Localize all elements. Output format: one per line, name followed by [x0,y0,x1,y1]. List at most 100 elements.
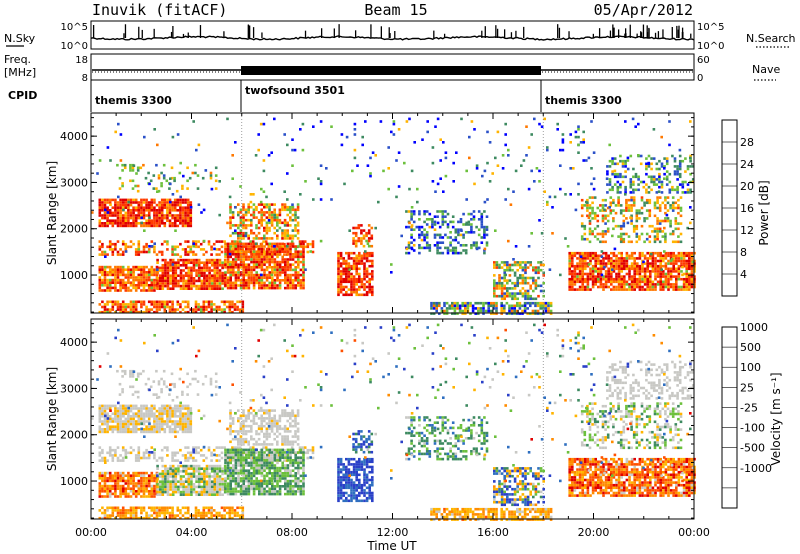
power-cell [265,286,269,290]
power-cell [184,279,188,283]
velocity-cell [137,484,141,488]
power-cell [162,174,166,177]
power-cell [232,263,235,266]
power-cell [659,251,662,255]
power-cell [132,242,135,246]
power-ylabel: Slant Range [km] [45,161,59,265]
power-cell [511,294,514,298]
power-cell [306,242,310,246]
power-cell [405,210,408,213]
power-cell [433,236,437,239]
power-cell [234,271,238,274]
power-cell [660,165,664,168]
power-cell [181,201,185,204]
power-cell [684,170,687,173]
power-cell [454,228,458,231]
power-cell [365,251,369,255]
power-cell [468,135,471,139]
power-cell [518,312,522,315]
power-cell [355,254,358,258]
power-cell [223,310,226,314]
power-cell [568,259,571,263]
power-cell [119,203,122,207]
velocity-cell [119,407,122,410]
power-cell [508,279,512,282]
power-cell [345,270,348,273]
power-cell [361,143,364,147]
power-cell [111,286,115,290]
power-cell [672,262,675,265]
power-cell [158,219,161,222]
power-cell [677,288,681,291]
power-cell [523,307,527,310]
power-cell [636,262,639,265]
power-cell [682,280,686,284]
power-cell [98,276,102,279]
power-cell [156,279,159,283]
velocity-cell [173,422,177,426]
power-cell [169,266,172,270]
power-cell [171,263,175,266]
power-cell [161,266,165,270]
power-cell [189,201,193,204]
power-cell [104,265,107,269]
velocity-cell [108,428,112,431]
power-cell [250,258,253,261]
power-cell [594,262,597,265]
velocity-cell [156,490,159,494]
velocity-cell [140,487,143,490]
power-cell [145,265,148,269]
power-cell [189,206,193,209]
power-cell [648,224,652,228]
power-cell [147,219,151,222]
velocity-cell [127,430,130,434]
power-cell [257,133,260,136]
velocity-cell [134,490,138,493]
power-cell [216,258,219,262]
power-cell [544,301,548,305]
velocity-cell [187,467,191,470]
power-cell [210,245,213,249]
power-cell [363,288,366,291]
power-cell [490,309,493,313]
power-cell [129,276,133,279]
power-cell [134,303,138,306]
power-cell [529,261,532,264]
power-cell [289,208,292,212]
power-cell [132,206,135,209]
velocity-cell [116,484,120,488]
power-cell [635,240,639,244]
power-cell [98,281,102,284]
velocity-cell [147,479,151,483]
power-cell [229,226,232,230]
power-cell [302,255,305,259]
power-cell [666,201,670,205]
power-cell [233,240,237,243]
power-cell [297,263,300,266]
power-cell [669,275,673,278]
velocity-cell [114,474,117,477]
power-cell [503,263,506,267]
power-cell [252,216,256,219]
power-cell [106,273,109,277]
power-cell [106,281,109,284]
power-cell [677,235,680,238]
power-cell [160,203,164,207]
power-cell [160,216,164,220]
power-cell [106,245,109,249]
power-cell [281,250,284,253]
power-cell [156,268,159,271]
power-cell [519,266,522,269]
power-cell [672,259,675,263]
power-cell [129,201,133,204]
power-cell [666,219,670,223]
power-cell [482,309,485,313]
power-cell [597,267,600,271]
power-cell [244,213,248,217]
power-cell [119,305,122,309]
power-cell [296,208,300,212]
power-cell [247,247,251,251]
power-cell [537,276,540,280]
power-cell [539,284,543,288]
power-cell [294,276,297,279]
